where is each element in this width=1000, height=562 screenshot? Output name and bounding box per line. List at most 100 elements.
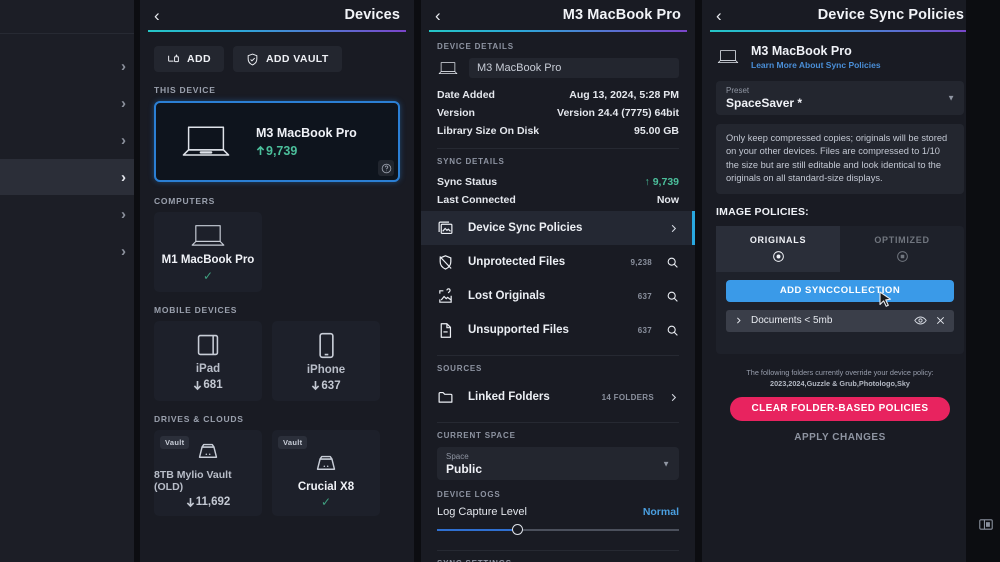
chevron-right-icon: › bbox=[121, 57, 126, 75]
detail-row-key: Last Connected bbox=[437, 194, 516, 206]
mobile-devices-grid: iPad 681 iPhone 637 bbox=[154, 321, 400, 401]
clear-folder-policies-button[interactable]: CLEAR FOLDER-BASED POLICIES bbox=[730, 396, 950, 421]
sidebar-divider bbox=[134, 0, 140, 562]
divider bbox=[437, 148, 679, 149]
sidebar-item-4-selected[interactable]: › bbox=[0, 159, 140, 195]
detail-panel-body: DEVICE DETAILS M3 MacBook Pro Date Added… bbox=[421, 32, 695, 562]
device-card-iphone[interactable]: iPhone 637 bbox=[272, 321, 380, 401]
tab-optimized[interactable]: OPTIMIZED bbox=[840, 226, 964, 272]
nav-row-device-sync-policies[interactable]: Device Sync Policies bbox=[421, 211, 695, 245]
phone-icon bbox=[318, 332, 334, 358]
add-device-icon bbox=[168, 54, 179, 62]
sidebar-item-3[interactable]: › bbox=[0, 122, 140, 158]
detail-row-key: Date Added bbox=[437, 89, 495, 101]
sidebar-item-1[interactable]: › bbox=[0, 48, 140, 84]
this-device-name: M3 MacBook Pro bbox=[256, 125, 357, 140]
chevron-right-icon: › bbox=[121, 94, 126, 112]
nav-row-label: Unprotected Files bbox=[468, 256, 566, 268]
apply-changes-button[interactable]: APPLY CHANGES bbox=[794, 431, 886, 443]
divider bbox=[437, 422, 679, 423]
search-icon[interactable] bbox=[666, 290, 679, 303]
nav-row-count: 9,238 bbox=[630, 257, 652, 267]
folder-icon bbox=[438, 391, 453, 403]
nav-row-linked-folders[interactable]: Linked Folders 14 FOLDERS bbox=[421, 380, 695, 414]
learn-more-link[interactable]: Learn More About Sync Policies bbox=[751, 60, 881, 70]
chevron-right-icon: › bbox=[121, 168, 126, 186]
space-field-label: Space bbox=[446, 451, 469, 461]
synccollection-row[interactable]: Documents < 5mb bbox=[726, 309, 954, 332]
image-question-icon bbox=[439, 287, 452, 303]
close-icon[interactable] bbox=[935, 315, 946, 326]
space-select[interactable]: Space Public ▼ bbox=[437, 447, 679, 480]
device-card-count: 11,692 bbox=[186, 496, 231, 508]
log-capture-row: Log Capture Level Normal bbox=[437, 506, 679, 518]
slider-fill bbox=[437, 529, 517, 531]
sidebar-item-6[interactable]: › bbox=[0, 233, 140, 269]
preset-field-value: SpaceSaver * bbox=[726, 96, 803, 110]
sync-policies-panel: ‹ Device Sync Policies M3 MacBook Pro Le… bbox=[702, 0, 978, 562]
image-policies-box: ORIGINALS OPTIMIZED ADD SYNCCOLLECTION D… bbox=[716, 225, 964, 354]
chevron-right-icon[interactable] bbox=[734, 316, 743, 325]
devices-panel-header: ‹ Devices bbox=[140, 0, 414, 30]
arrow-down-icon bbox=[312, 381, 320, 391]
add-vault-button[interactable]: ADD VAULT bbox=[232, 46, 342, 72]
nav-rows: Device Sync Policies Unprotected Files 9… bbox=[421, 211, 695, 347]
eye-icon[interactable] bbox=[914, 315, 927, 326]
device-card-m1-macbook-pro[interactable]: M1 MacBook Pro ✓ bbox=[154, 212, 262, 292]
chevron-right-icon: › bbox=[121, 242, 126, 260]
policies-panel-body: M3 MacBook Pro Learn More About Sync Pol… bbox=[702, 32, 978, 562]
check-icon: ✓ bbox=[202, 269, 214, 283]
nav-row-lost-originals[interactable]: Lost Originals 637 bbox=[421, 279, 695, 313]
device-card-count-value: 11,692 bbox=[195, 496, 231, 508]
device-card-name: M1 MacBook Pro bbox=[161, 254, 255, 266]
sidebar-item-2[interactable]: › bbox=[0, 85, 140, 121]
panel-toggle-icon[interactable] bbox=[979, 519, 993, 530]
drive-icon bbox=[198, 443, 218, 458]
device-name-input[interactable]: M3 MacBook Pro bbox=[469, 58, 679, 78]
search-icon[interactable] bbox=[666, 256, 679, 269]
sync-status-value: 9,739 bbox=[652, 176, 679, 188]
slider-knob[interactable] bbox=[511, 524, 523, 535]
log-capture-value: Normal bbox=[642, 506, 679, 518]
preset-select[interactable]: Preset SpaceSaver * ▼ bbox=[716, 81, 964, 115]
selection-marker bbox=[692, 211, 695, 245]
chevron-down-icon: ▼ bbox=[662, 459, 670, 468]
this-device-count-value: 9,739 bbox=[266, 143, 298, 158]
add-synccollection-button[interactable]: ADD SYNCCOLLECTION bbox=[726, 279, 954, 302]
footnote-line-1: The following folders currently override… bbox=[746, 367, 934, 377]
nav-row-unprotected-files[interactable]: Unprotected Files 9,238 bbox=[421, 245, 695, 279]
detail-row-version: Version Version 24.4 (7775) 64bit bbox=[437, 104, 679, 122]
chevron-right-icon bbox=[671, 224, 677, 232]
help-icon[interactable] bbox=[378, 160, 394, 176]
clear-button-label: CLEAR FOLDER-BASED POLICIES bbox=[751, 403, 929, 415]
chevron-left-icon[interactable]: ‹ bbox=[716, 5, 722, 25]
add-button[interactable]: ADD bbox=[154, 46, 224, 72]
this-device-card[interactable]: M3 MacBook Pro 9,739 bbox=[154, 101, 400, 182]
laptop-icon bbox=[438, 61, 458, 74]
device-card-ipad[interactable]: iPad 681 bbox=[154, 321, 262, 401]
device-card-crucial-x8[interactable]: Vault Crucial X8 ✓ bbox=[272, 430, 380, 516]
search-icon[interactable] bbox=[666, 324, 679, 337]
device-card-mylio-vault[interactable]: Vault 8TB Mylio Vault (OLD) 11,692 bbox=[154, 430, 262, 516]
nav-row-label: Device Sync Policies bbox=[468, 222, 583, 234]
vault-tag: Vault bbox=[160, 436, 190, 449]
add-vault-button-label: ADD VAULT bbox=[265, 53, 329, 65]
panel-toggle-glyph bbox=[979, 519, 993, 530]
chevron-left-icon[interactable]: ‹ bbox=[435, 5, 441, 25]
preset-field-label: Preset bbox=[726, 86, 750, 95]
slider-track bbox=[437, 529, 679, 531]
detail-row-sync-status: Sync Status ↑ 9,739 bbox=[437, 173, 679, 191]
this-device-info: M3 MacBook Pro 9,739 bbox=[256, 126, 357, 158]
chevron-left-icon[interactable]: ‹ bbox=[154, 5, 160, 25]
add-button-label: ADD bbox=[187, 53, 211, 65]
log-capture-slider[interactable] bbox=[437, 524, 679, 536]
sidebar-item-5[interactable]: › bbox=[0, 196, 140, 232]
device-card-count: 637 bbox=[311, 380, 341, 392]
preset-description: Only keep compressed copies; originals w… bbox=[716, 124, 964, 194]
radio-square-icon bbox=[896, 251, 908, 262]
tab-originals[interactable]: ORIGINALS bbox=[716, 225, 840, 272]
sync-details-label: SYNC DETAILS bbox=[437, 157, 505, 166]
detail-row-value: Version 24.4 (7775) 64bit bbox=[557, 107, 679, 119]
nav-row-unsupported-files[interactable]: Unsupported Files 637 bbox=[421, 313, 695, 347]
computers-label: COMPUTERS bbox=[154, 196, 216, 206]
